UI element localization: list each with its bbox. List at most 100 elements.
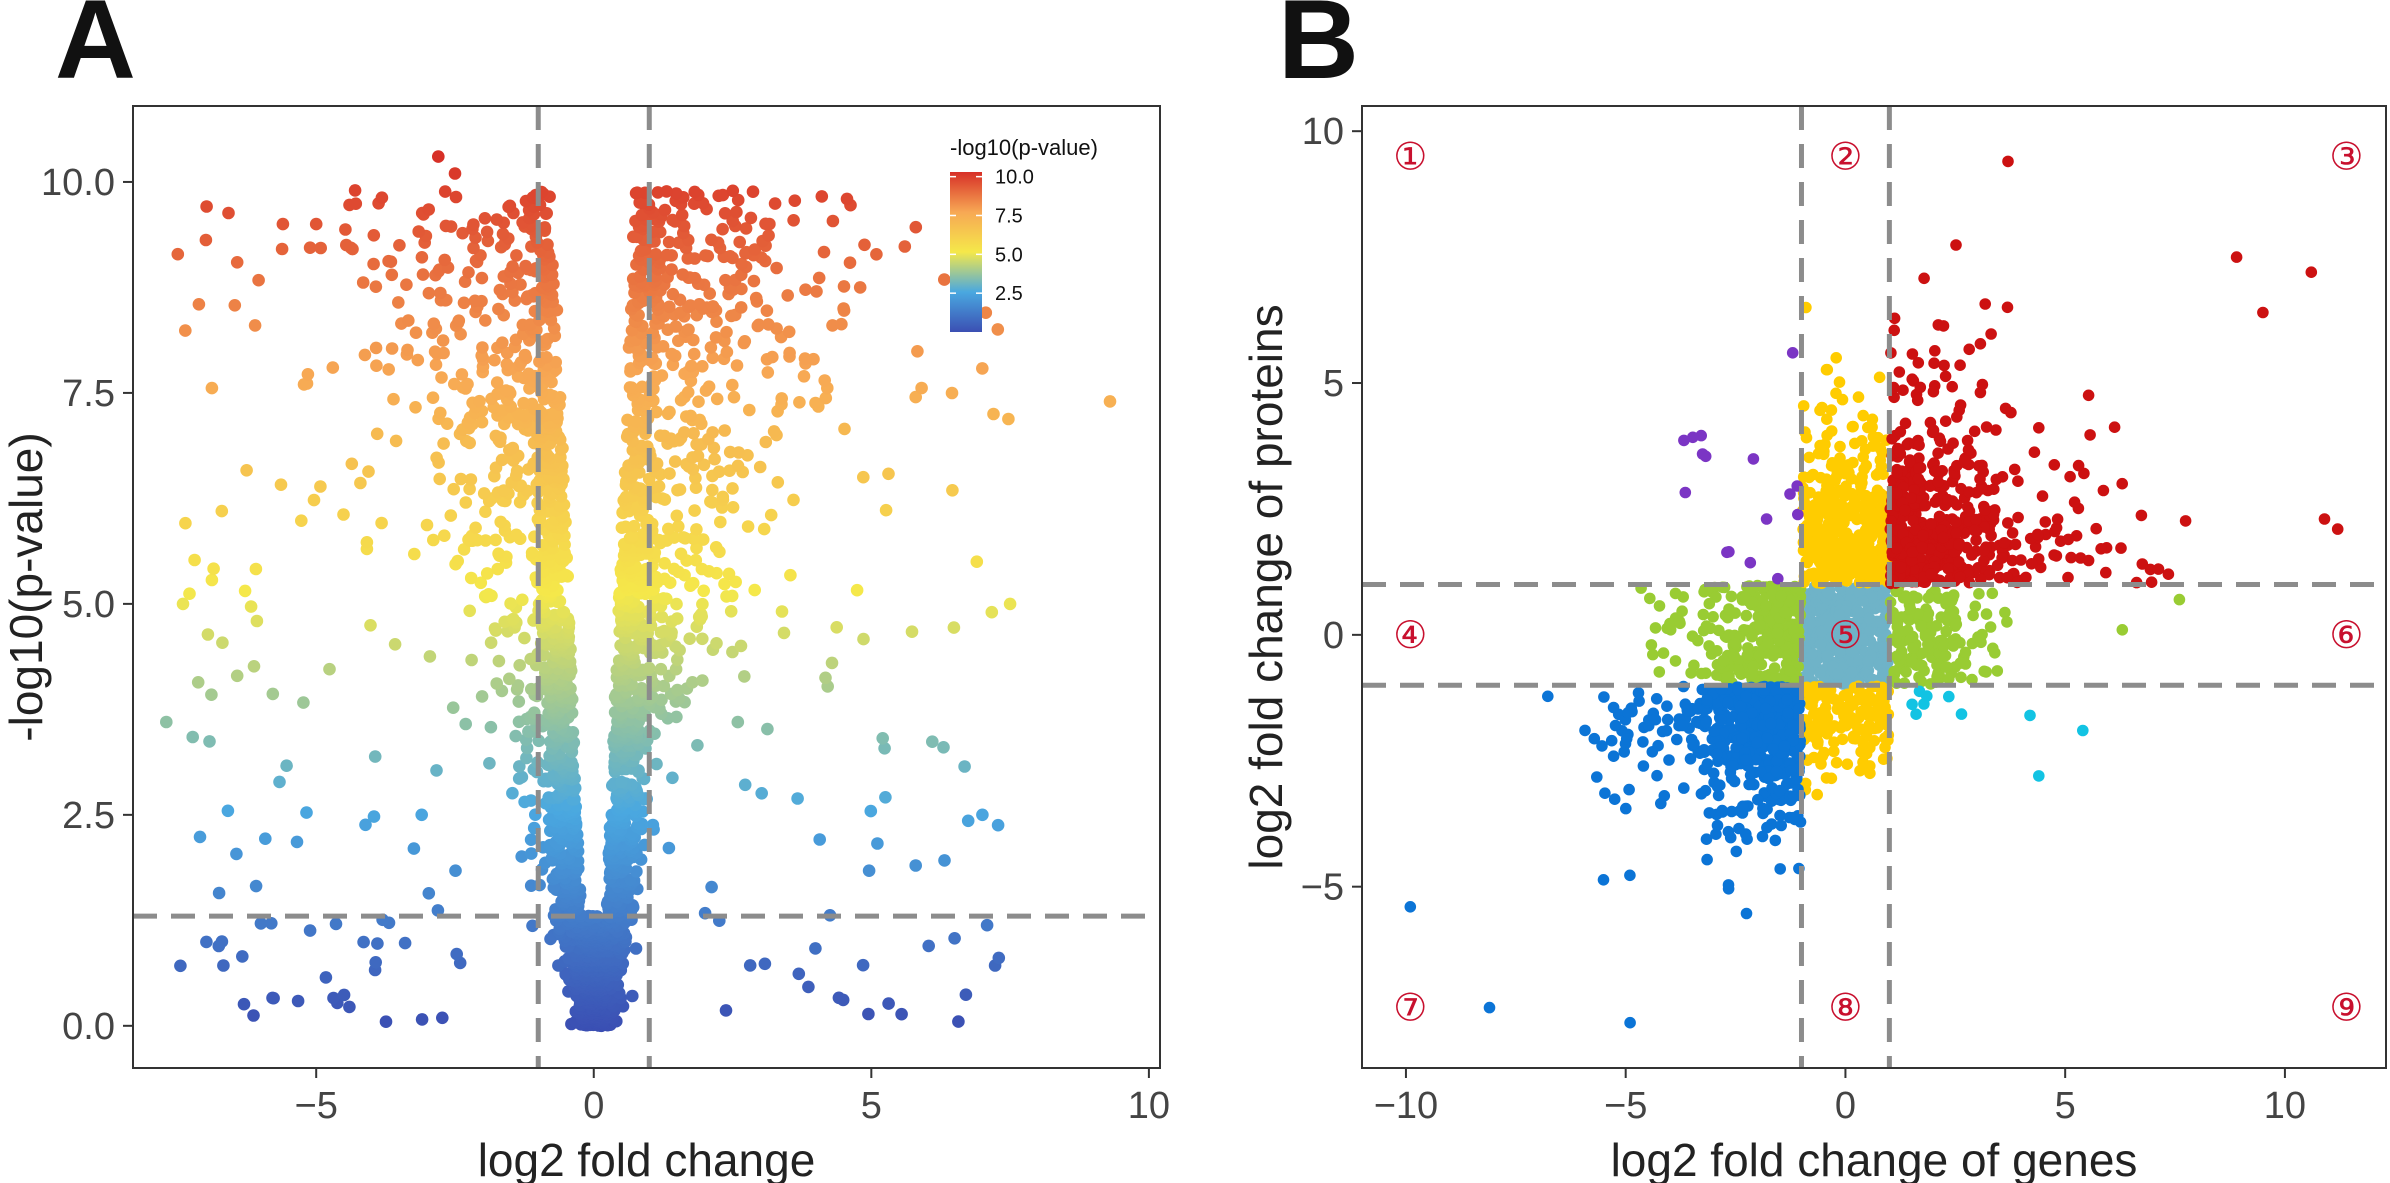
- quadrant-data-point: [1814, 638, 1827, 651]
- quadrant-data-point: [2048, 549, 2060, 561]
- volcano-data-point: [691, 739, 704, 752]
- volcano-data-point: [513, 760, 526, 773]
- quadrant-data-point: [1713, 624, 1725, 637]
- quadrant-data-point: [1845, 489, 1858, 502]
- quadrant-data-point: [1928, 357, 1940, 370]
- volcano-data-point: [777, 626, 791, 640]
- volcano-data-point: [416, 268, 430, 281]
- volcano-data-point: [660, 248, 674, 262]
- volcano-data-point: [230, 847, 243, 861]
- volcano-data-point: [938, 854, 951, 867]
- volcano-data-point: [450, 947, 464, 961]
- quadrant-data-point: [1669, 655, 1682, 667]
- volcano-data-point: [650, 405, 663, 419]
- volcano-data-point: [759, 217, 772, 231]
- volcano-data-point: [775, 605, 789, 618]
- volcano-data-point: [843, 256, 857, 270]
- volcano-data-point: [412, 225, 426, 238]
- legend-colorbar: [950, 172, 982, 332]
- volcano-data-point: [708, 452, 721, 466]
- quadrant-data-point: [1980, 608, 1993, 620]
- quadrant-data-point: [1958, 454, 1971, 467]
- volcano-data-point: [810, 285, 823, 298]
- volcano-data-point: [179, 516, 192, 530]
- quadrant-data-point: [1754, 619, 1766, 632]
- quadrant-data-point: [1819, 438, 1831, 451]
- volcano-data-point: [490, 213, 504, 226]
- quadrant-data-point: [1972, 631, 1984, 643]
- volcano-data-point: [663, 405, 676, 419]
- volcano-data-point: [753, 460, 767, 474]
- volcano-data-point: [398, 936, 412, 950]
- quadrant-data-point: [1963, 486, 1975, 498]
- volcano-data-point: [492, 654, 506, 668]
- volcano-data-point: [492, 547, 505, 560]
- volcano-data-point: [215, 504, 229, 518]
- quadrant-data-point: [1810, 520, 1823, 532]
- volcano-data-point: [200, 935, 213, 949]
- volcano-data-point: [815, 190, 829, 203]
- volcano-data-point: [188, 553, 201, 567]
- volcano-data-point: [696, 632, 709, 646]
- quadrant-data-point: [2095, 543, 2107, 555]
- volcano-data-point: [784, 568, 797, 582]
- quadrant-data-point: [1976, 483, 1988, 495]
- quadrant-data-point: [1844, 695, 1857, 707]
- volcano-data-point: [205, 573, 219, 587]
- volcano-data-point: [835, 317, 848, 331]
- quadrant-data-point: [2090, 522, 2102, 535]
- quadrant-data-point: [1939, 593, 1952, 605]
- volcano-data-point: [862, 864, 876, 877]
- quadrant-data-point: [1963, 505, 1976, 517]
- volcano-data-point: [635, 682, 648, 695]
- volcano-data-point: [660, 185, 673, 198]
- volcano-data-point: [488, 353, 501, 367]
- quadrant-data-point: [1827, 491, 1839, 504]
- quadrant-data-point: [1661, 700, 1673, 712]
- volcano-data-point: [506, 441, 520, 455]
- volcano-data-point: [688, 504, 701, 517]
- volcano-data-point: [504, 597, 517, 610]
- quadrant-data-point: [2012, 475, 2024, 488]
- volcano-data-point: [230, 669, 244, 683]
- quadrant-data-point: [1990, 473, 2003, 486]
- volcano-data-point: [937, 741, 950, 754]
- quadrant-data-point: [1803, 548, 1815, 561]
- quadrant-data-point: [1939, 370, 1952, 383]
- volcano-data-point: [400, 278, 413, 292]
- volcano-data-point: [370, 359, 383, 373]
- quadrant-data-point: [1968, 524, 1981, 537]
- volcano-data-point: [1103, 395, 1117, 408]
- volcano-data-point: [909, 859, 922, 872]
- volcano-data-point: [509, 729, 522, 743]
- quadrant-data-point: [2152, 563, 2165, 575]
- volcano-data-point: [666, 287, 680, 301]
- quadrant-data-point: [2072, 459, 2085, 472]
- volcano-data-point: [290, 835, 304, 849]
- volcano-data-point: [690, 523, 703, 536]
- volcano-data-point: [451, 554, 465, 568]
- quadrant-data-point: [1912, 473, 1925, 485]
- legend-tick-label: 2.5: [995, 283, 1023, 305]
- volcano-data-point: [879, 791, 892, 804]
- quadrant-data-point: [1591, 771, 1603, 783]
- volcano-data-point: [958, 760, 971, 773]
- quadrant-data-point: [1721, 671, 1733, 683]
- quadrant-data-point: [1837, 547, 1849, 560]
- quadrant-data-point: [2084, 429, 2096, 441]
- volcano-data-point: [438, 529, 451, 542]
- volcano-data-point: [423, 650, 437, 663]
- y-tick-label: 0.0: [62, 1006, 115, 1048]
- volcano-data-point: [446, 701, 460, 714]
- volcano-data-point: [431, 904, 445, 917]
- quadrant-data-point: [1827, 518, 1839, 530]
- volcano-data-point: [503, 199, 517, 213]
- volcano-data-point: [668, 455, 682, 468]
- quadrant-data-point: [1985, 328, 1997, 340]
- quadrant-data-point: [1953, 556, 1965, 568]
- quadrant-data-point: [1926, 426, 1939, 439]
- volcano-data-point: [205, 381, 219, 395]
- volcano-data-point: [314, 480, 327, 493]
- volcano-data-point: [685, 359, 698, 373]
- quadrant-data-point: [1974, 473, 1986, 485]
